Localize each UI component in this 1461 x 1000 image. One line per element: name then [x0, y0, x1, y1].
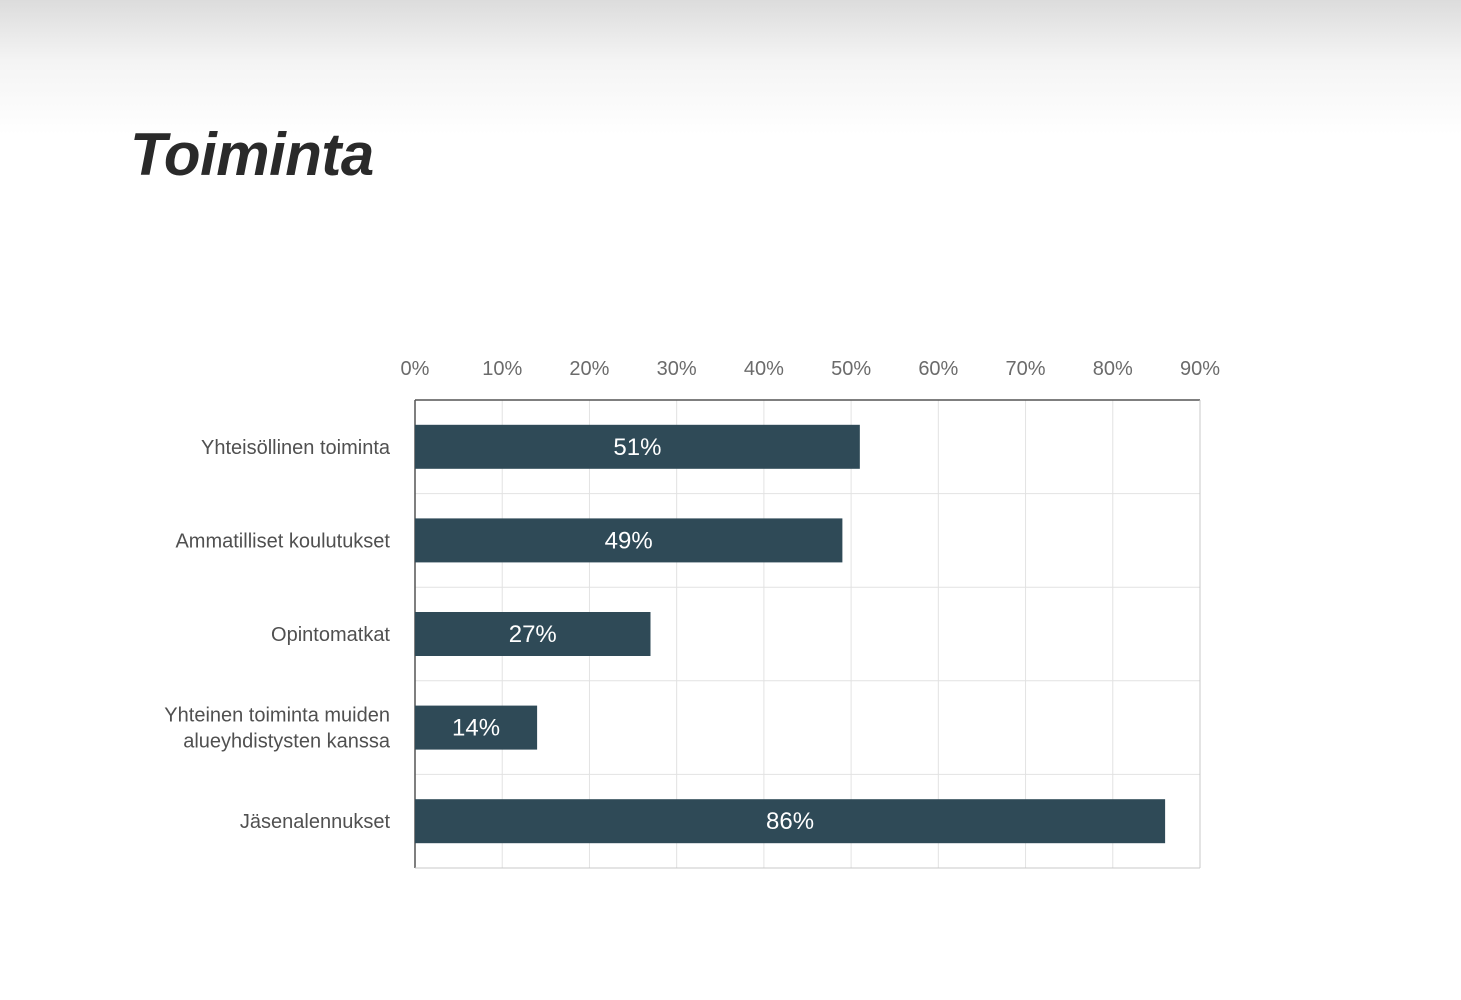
x-tick-label: 40% [744, 358, 784, 380]
category-label: Ammatilliset koulutukset [175, 530, 390, 552]
data-label: 51% [613, 434, 661, 461]
category-label: Jäsenalennukset [240, 811, 391, 833]
data-label: 27% [509, 621, 557, 648]
bar [415, 518, 843, 563]
data-label: 49% [605, 527, 653, 554]
header-gradient [0, 0, 1461, 135]
category-label: Yhteisöllinen toiminta [201, 437, 391, 459]
x-tick-label: 30% [657, 358, 697, 380]
category-label: Yhteinen toiminta muiden alueyhdistysten … [164, 705, 391, 753]
x-tick-label: 70% [1006, 358, 1046, 380]
x-tick-label: 90% [1180, 358, 1220, 380]
data-label: 14% [452, 715, 500, 742]
bar [415, 799, 1166, 844]
page-title: Toiminta [130, 121, 374, 188]
x-tick-label: 60% [918, 358, 958, 380]
x-tick-label: 20% [569, 358, 609, 380]
x-tick-label: 10% [482, 358, 522, 380]
x-tick-label: 80% [1093, 358, 1133, 380]
x-tick-label: 50% [831, 358, 871, 380]
x-tick-label: 0% [401, 358, 430, 380]
bar [415, 424, 860, 469]
category-label: Opintomatkat [271, 624, 390, 646]
bar [415, 705, 538, 750]
bar [415, 612, 651, 656]
data-label: 86% [766, 808, 814, 835]
